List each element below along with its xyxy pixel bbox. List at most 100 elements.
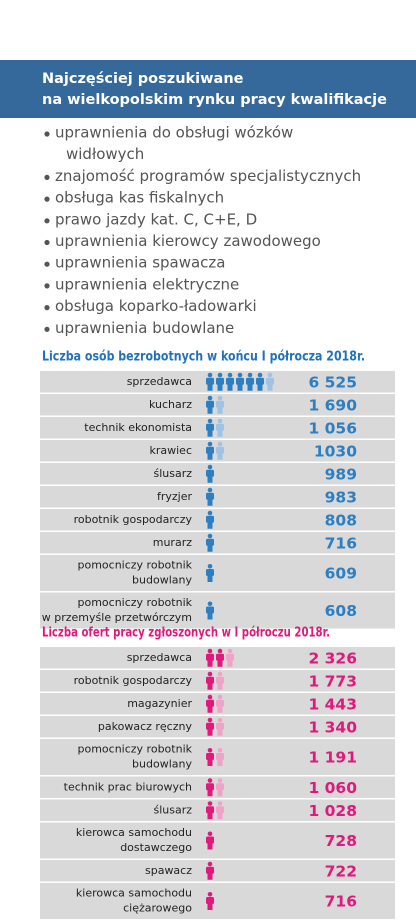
icon-body [206,446,214,454]
person-icon [216,778,224,797]
bullet [44,283,50,289]
row-value: 1 191 [308,749,357,767]
qualification: uprawnienia spawacza [55,254,226,272]
person-icon [206,372,214,391]
row-bg [40,592,395,629]
icon-head [217,748,223,753]
row-bg [40,463,395,485]
row-value: 983 [325,488,357,506]
qualification: widłowych [66,145,144,163]
qualification: obsługa kas fiskalnych [55,189,224,207]
icon-body [216,753,224,760]
icon-legs [207,498,213,506]
row-value: 1 056 [308,419,357,437]
icon-legs [207,429,213,437]
icon-legs [207,475,213,483]
icon-legs [207,682,213,690]
bullet [44,131,50,137]
icon-body [206,377,214,385]
icon-legs [227,659,233,667]
section-title: Liczba osób bezrobotnych w końcu I półro… [42,350,365,365]
icon-body [206,866,214,874]
row-value: 1 773 [308,672,357,690]
qualification: prawo jazdy kat. C, C+E, D [55,210,257,228]
icon-legs [207,759,213,766]
icon-legs [217,812,223,820]
icon-head [217,717,223,723]
icon-head [207,801,213,806]
person-icon [206,694,214,713]
row-value: 6 525 [308,373,357,391]
qualification: uprawnienia budowlane [55,319,234,337]
person-icon [216,441,224,460]
person-icon [206,464,214,483]
icon-body [216,653,224,661]
person-icon [206,648,214,667]
row-label: budowlany [132,758,192,771]
person-icon [206,778,214,797]
row-label: ciężarowego [123,902,192,915]
person-icon [206,801,214,820]
row-label: sprzedawca [127,651,192,664]
icon-head [207,748,213,753]
icon-body [216,423,224,431]
icon-body [216,377,224,385]
icon-legs [217,728,223,736]
icon-body [226,653,234,661]
row-label: dostawczego [120,841,192,854]
row-bg [40,509,395,531]
icon-body [216,806,224,814]
bullet [44,305,50,311]
person-icon [206,831,214,850]
row-value: 1 340 [308,718,357,736]
person-icon [206,441,214,460]
qualification: znajomość programów specjalistycznych [55,167,361,185]
row-value: 728 [325,832,357,850]
row-label: magazynier [127,697,192,710]
row-label: pomocniczy robotnik [78,743,193,756]
row-label: w przemyśle przetwórczym [42,611,192,624]
icon-head [217,648,223,654]
icon-head [207,717,213,723]
icon-body [266,377,274,385]
icon-head [207,564,213,569]
icon-legs [207,612,213,620]
icon-head [207,671,213,677]
person-icon [206,861,214,880]
icon-head [207,441,213,447]
person-icon [216,372,224,391]
icon-head [207,861,213,867]
row-label: spawacz [145,864,192,877]
person-icon [206,510,214,529]
icon-head [207,601,213,607]
icon-body [206,783,214,791]
qualification: uprawnienia kierowcy zawodowego [55,232,321,250]
icon-head [207,395,213,401]
bullet [44,239,50,246]
row-label: kucharz [149,398,192,411]
icon-body [236,377,244,385]
icon-head [207,778,213,783]
row-value: 716 [325,534,357,552]
bullet [44,326,50,332]
icon-body [206,653,214,661]
icon-head [237,372,243,378]
icon-head [207,418,213,424]
icon-body [246,377,254,385]
row-value: 1 690 [308,396,357,414]
person-icon [266,372,274,391]
row-label: kierowca samochodu [76,887,192,900]
person-icon [216,748,224,766]
row-label: krawiec [149,444,192,457]
section-title: Liczba ofert pracy zgłoszonych w I półro… [42,626,330,641]
icon-legs [207,383,213,391]
icon-body [216,676,224,684]
qualification: obsługa koparko-ładowarki [55,297,257,315]
row-bg [40,532,395,554]
row-label: ślusarz [153,467,192,480]
person-icon [216,395,224,414]
row-label: murarz [153,536,192,549]
icon-head [217,801,223,806]
icon-head [207,648,213,654]
